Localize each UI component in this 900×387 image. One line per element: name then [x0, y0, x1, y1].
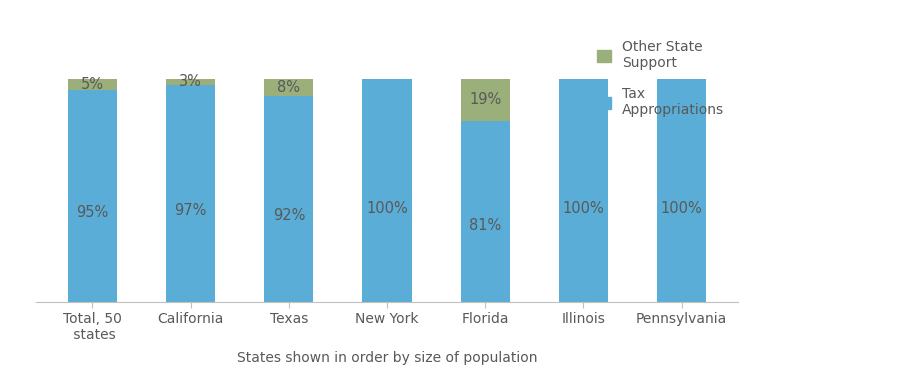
Text: 97%: 97%: [175, 204, 207, 218]
Bar: [559, 79, 608, 302]
Bar: [166, 85, 215, 302]
Text: 81%: 81%: [469, 218, 501, 233]
Text: 95%: 95%: [76, 205, 109, 220]
Bar: [265, 96, 313, 302]
Bar: [363, 79, 411, 302]
Text: 100%: 100%: [366, 200, 408, 216]
Bar: [461, 79, 509, 121]
Bar: [265, 79, 313, 96]
Bar: [68, 79, 117, 90]
Text: 8%: 8%: [277, 80, 301, 95]
Text: 100%: 100%: [661, 200, 702, 216]
Text: 92%: 92%: [273, 208, 305, 223]
Text: 100%: 100%: [562, 200, 604, 216]
Text: 3%: 3%: [179, 74, 203, 89]
X-axis label: States shown in order by size of population: States shown in order by size of populat…: [237, 351, 537, 365]
Bar: [657, 79, 706, 302]
Legend: Other State
Support, Tax
Appropriations: Other State Support, Tax Appropriations: [590, 33, 731, 124]
Text: 5%: 5%: [81, 77, 104, 92]
Bar: [461, 121, 509, 302]
Bar: [166, 79, 215, 85]
Text: 19%: 19%: [469, 92, 501, 107]
Bar: [68, 90, 117, 302]
